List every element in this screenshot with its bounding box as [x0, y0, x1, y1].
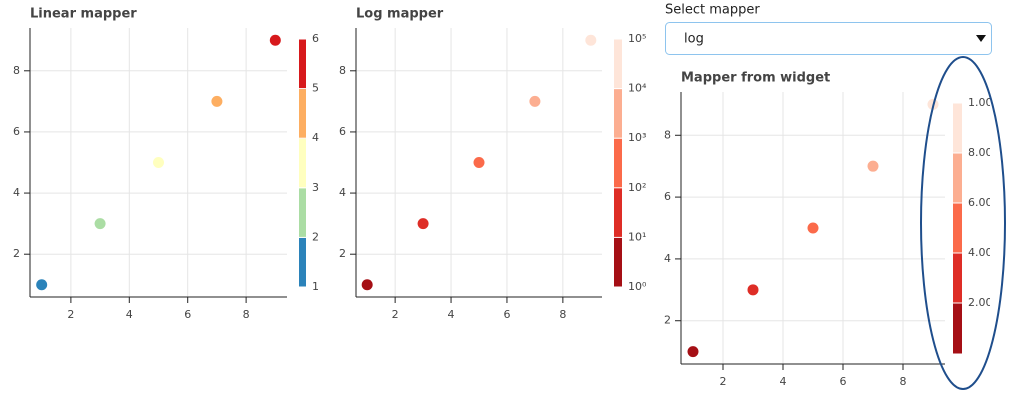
point: [473, 157, 485, 168]
y-tick-label: 2: [339, 247, 346, 260]
y-tick-label: 4: [13, 186, 20, 199]
color-band: [299, 138, 306, 189]
color-band: [953, 153, 962, 204]
chart-title: Linear mapper: [30, 7, 137, 22]
select-box[interactable]: [665, 22, 992, 55]
colorbar-tick-label: 2: [312, 230, 319, 243]
colorbar: 2.00 4.00 6.00 8.00 1.00: [945, 90, 993, 368]
color-band: [614, 88, 622, 139]
colorbar-tick-label: 10¹: [628, 230, 646, 243]
color-band: [614, 237, 622, 288]
x-tick-label: 8: [559, 308, 566, 321]
select-arrow[interactable]: [976, 35, 986, 42]
colorbar-tick-label: 2.00: [968, 296, 993, 309]
x-tick-label: 4: [780, 375, 787, 388]
color-band: [614, 187, 622, 238]
y-tick-label: 8: [339, 64, 346, 77]
plot: Mapper from widget 2 4 6 8 2 4 6 8 2.00 4.00 6.00 8.…: [664, 71, 993, 388]
point: [361, 279, 373, 291]
colorbar-tick-label: 1.00: [968, 96, 993, 109]
colorbar-tick-label: 4.00: [968, 246, 993, 259]
x-tick-label: 8: [243, 308, 250, 321]
y-tick-label: 8: [13, 64, 20, 77]
x-tick-label: 6: [503, 308, 510, 321]
colorbar-panel: [945, 90, 990, 368]
x-tick-label: 4: [448, 308, 455, 321]
colorbar-tick-label: 3: [312, 181, 319, 194]
y-tick-label: 4: [339, 186, 346, 199]
colorbar-tick-label: 6.00: [968, 196, 993, 209]
x-tick-label: 2: [67, 308, 74, 321]
x-tick-label: 2: [720, 375, 727, 388]
colorbar: 10⁰ 10¹ 10² 10³ 10⁴ 10⁵: [614, 32, 647, 293]
y-tick-label: 6: [339, 125, 346, 138]
colorbar-tick-label: 5: [312, 82, 319, 95]
y-tick-label: 2: [664, 314, 671, 327]
point: [153, 157, 164, 168]
highlight-ellipse: [920, 56, 1006, 390]
color-band: [299, 39, 306, 90]
colorbar-tick-label: 1: [312, 280, 319, 293]
y-tick-label: 8: [664, 128, 671, 141]
point: [807, 222, 819, 234]
x-tick-label: 4: [126, 308, 133, 321]
plot: Linear mapper 2 4 6 8 2 4 6 8 1 2 3 4 5 6: [13, 7, 319, 322]
colorbar: 1 2 3 4 5 6: [299, 32, 319, 293]
point: [747, 284, 759, 296]
plot: Log mapper 2 4 6 8 2 4 6 8 10⁰ 10¹ 10² 10³ 10⁴ 10⁵: [339, 7, 647, 322]
point: [36, 279, 48, 291]
charts: Linear mapper 2 4 6 8 2 4 6 8 1 2 3 4 5 6 Log mapper 2 4 6…: [13, 7, 993, 388]
color-band: [299, 88, 306, 139]
y-tick-label: 6: [13, 125, 20, 138]
y-tick-label: 6: [664, 190, 671, 203]
chart-title: Mapper from widget: [681, 71, 830, 86]
point: [269, 34, 281, 46]
colorbar-tick-label: 4: [312, 131, 319, 144]
x-tick-label: 6: [840, 375, 847, 388]
point: [211, 95, 223, 107]
y-tick-label: 2: [13, 247, 20, 260]
colorbar-tick-label: 8.00: [968, 146, 993, 159]
color-band: [614, 39, 622, 90]
x-tick-label: 2: [392, 308, 399, 321]
colorbar-tick-label: 10³: [628, 131, 646, 144]
point: [687, 346, 699, 358]
color-band: [614, 138, 622, 189]
point: [94, 218, 106, 230]
colorbar-tick-label: 10⁴: [628, 82, 647, 95]
color-band: [953, 253, 962, 304]
x-tick-label: 8: [900, 375, 907, 388]
color-band: [953, 103, 962, 154]
color-band: [953, 303, 962, 354]
colorbar-tick-label: 10²: [628, 181, 646, 194]
select[interactable]: log: [665, 22, 992, 55]
colorbar-tick-label: 6: [312, 32, 319, 45]
widget-label: Select mapper: [665, 3, 760, 18]
color-band: [953, 203, 962, 254]
color-band: [299, 187, 306, 238]
colorbar-tick-label: 10⁵: [628, 32, 646, 45]
point: [867, 160, 879, 172]
x-tick-label: 6: [184, 308, 191, 321]
point: [529, 95, 541, 107]
point: [417, 218, 429, 230]
y-tick-label: 4: [664, 252, 671, 265]
color-band: [299, 237, 306, 288]
chart-title: Log mapper: [356, 7, 444, 22]
point: [585, 34, 597, 46]
select-value[interactable]: log: [684, 32, 704, 47]
colorbar-tick-label: 10⁰: [628, 280, 647, 293]
